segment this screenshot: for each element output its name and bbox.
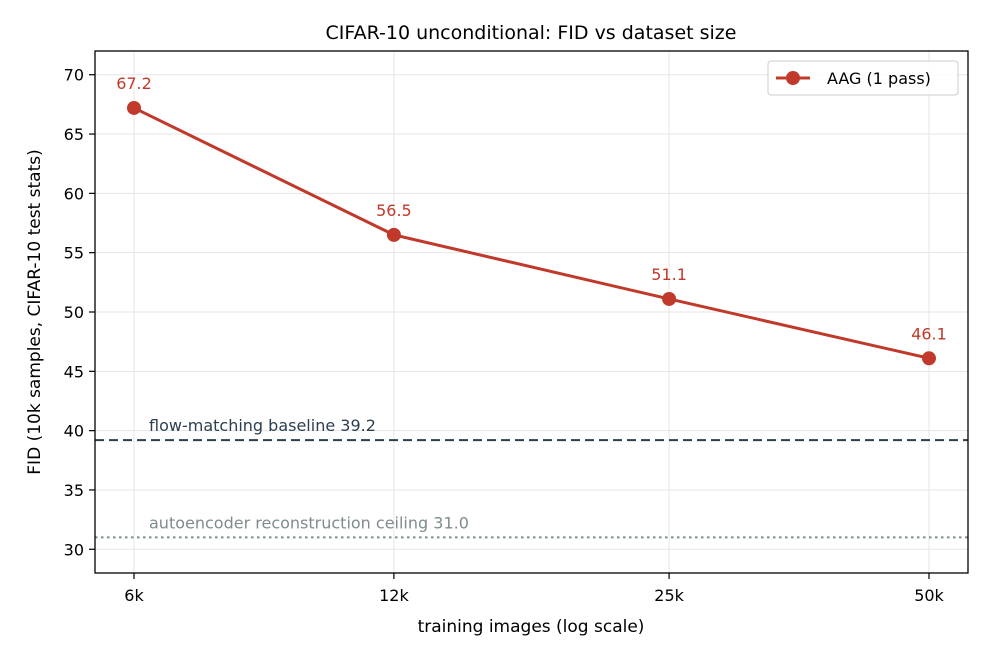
y-tick-label: 55 [64, 244, 84, 263]
y-tick-label: 35 [64, 481, 84, 500]
data-label: 51.1 [651, 265, 687, 284]
legend: AAG (1 pass) [767, 60, 959, 96]
data-label: 67.2 [116, 74, 152, 93]
x-tick-label: 12k [379, 586, 409, 605]
y-tick-label: 70 [64, 66, 84, 85]
x-axis-title: training images (log scale) [418, 617, 645, 637]
y-tick-label: 30 [64, 540, 84, 559]
grid-layer [95, 51, 968, 573]
x-axis-ticks: 6k 12k 25k 50k [124, 573, 945, 605]
legend-label-aag: AAG (1 pass) [827, 69, 931, 88]
x-tick-label: 25k [654, 586, 684, 605]
data-point [127, 100, 141, 115]
y-tick-label: 50 [64, 303, 84, 322]
x-tick-label: 6k [124, 586, 144, 605]
series-layer: 67.2 56.5 51.1 46.1 [116, 74, 947, 366]
y-tick-label: 65 [64, 125, 84, 144]
reference-line-label: autoencoder reconstruction ceiling 31.0 [149, 513, 469, 532]
y-tick-label: 60 [64, 184, 84, 203]
reference-line-label: flow-matching baseline 39.2 [149, 416, 376, 435]
x-tick-label: 50k [914, 586, 944, 605]
data-label: 56.5 [376, 201, 412, 220]
y-axis-ticks: 30 35 40 45 50 55 60 65 70 [64, 66, 95, 559]
y-tick-label: 40 [64, 422, 84, 441]
y-axis-title: FID (10k samples, CIFAR-10 test stats) [25, 149, 45, 474]
data-label: 46.1 [911, 324, 947, 343]
legend-box [767, 60, 959, 96]
y-tick-label: 45 [64, 362, 84, 381]
series-line [133, 106, 930, 360]
data-point [386, 227, 401, 242]
data-point [922, 351, 936, 366]
data-point [662, 291, 677, 306]
chart-title: CIFAR-10 unconditional: FID vs dataset s… [326, 22, 737, 44]
reference-lines: flow-matching baseline 39.2 autoencoder r… [95, 416, 968, 539]
legend-marker-aag [786, 71, 800, 85]
